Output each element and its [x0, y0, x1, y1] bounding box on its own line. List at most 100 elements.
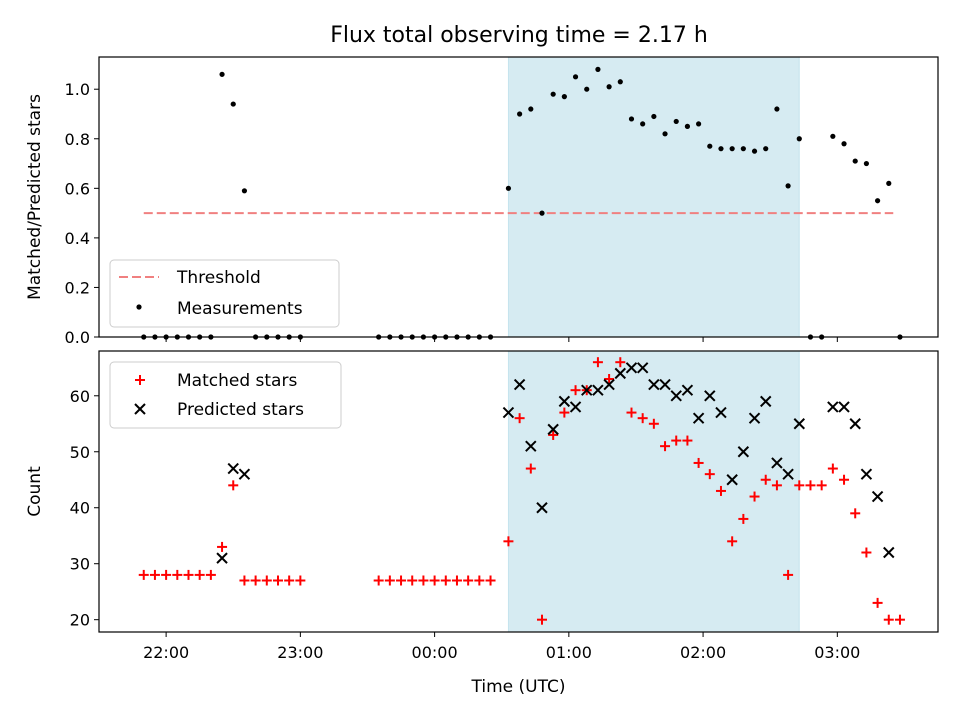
data-point [216, 552, 228, 564]
data-point [550, 91, 556, 97]
legend-predicted-swatch-b [134, 403, 146, 415]
data-point [760, 474, 771, 485]
data-point [760, 395, 772, 408]
x-b [715, 406, 727, 419]
x-b [871, 490, 884, 503]
x-axis-label: Time (UTC) [471, 677, 566, 697]
highlight-band [507, 56, 800, 338]
data-point [794, 480, 805, 491]
data-point [839, 474, 850, 485]
x-b [670, 390, 682, 402]
data-point [230, 101, 236, 107]
y-axis-label: Matched/Predicted stars [25, 94, 45, 300]
data-point [503, 536, 514, 547]
y-tick-label: 30 [70, 555, 90, 574]
data-point [505, 185, 512, 191]
x-b [659, 378, 671, 391]
data-point [782, 468, 794, 480]
data-point [670, 390, 682, 402]
data-point [569, 401, 582, 413]
data-point [704, 390, 716, 402]
data-point [662, 131, 668, 137]
series-predicted-stars [216, 362, 895, 564]
y-tick-label: 20 [70, 611, 90, 630]
x-b [704, 390, 716, 402]
x-b [558, 395, 571, 408]
data-point [860, 468, 873, 480]
data-point [748, 412, 761, 424]
data-point [384, 575, 395, 586]
data-point [548, 429, 559, 440]
data-point [614, 367, 627, 380]
data-point [584, 86, 590, 92]
data-point [592, 384, 604, 396]
data-point [451, 575, 462, 586]
data-point [886, 180, 892, 186]
data-point [830, 133, 836, 139]
x-b [525, 440, 537, 452]
data-point [183, 569, 194, 580]
data-point [693, 457, 704, 468]
data-point [238, 468, 251, 480]
data-point [558, 395, 571, 408]
data-point [682, 435, 693, 446]
highlight-band [507, 350, 800, 633]
data-point [517, 111, 523, 117]
data-point [161, 569, 172, 580]
data-point [241, 188, 248, 194]
data-point [681, 384, 694, 396]
y-tick-label: 0.8 [65, 130, 90, 149]
data-point [592, 357, 603, 368]
data-point [740, 146, 746, 152]
ratio-panel: 0.0 0.2 0.4 0.6 0.8 1.0 Matched/Predicted star… [25, 56, 939, 347]
data-point [407, 575, 418, 586]
data-point [883, 614, 894, 625]
data-point [219, 71, 225, 77]
x-b [603, 378, 615, 391]
data-point [373, 575, 384, 586]
data-point [239, 575, 250, 586]
y-tick-label: 0.4 [65, 229, 90, 248]
x-tick-label: 03:00 [814, 643, 860, 662]
data-point [295, 575, 306, 586]
data-point [651, 113, 657, 120]
data-point [796, 136, 802, 142]
data-point [636, 362, 649, 374]
data-point [396, 575, 407, 586]
data-point [816, 480, 827, 491]
y-tick-label: 0.2 [65, 278, 90, 297]
x-b [502, 406, 515, 419]
data-point [502, 406, 515, 419]
x-b [513, 378, 526, 391]
data-point [883, 546, 895, 559]
data-point [513, 378, 526, 391]
data-point [205, 569, 216, 580]
data-point [474, 575, 485, 586]
data-point [528, 106, 534, 112]
data-point [738, 513, 749, 524]
x-b [681, 384, 694, 396]
x-b [771, 457, 783, 469]
legend-matched-label: Matched stars [177, 371, 297, 391]
legend-predicted-label: Predicted stars [177, 400, 304, 420]
data-point [172, 569, 183, 580]
data-point [805, 480, 816, 491]
data-point [463, 575, 474, 586]
data-point [227, 462, 239, 475]
x-b [726, 474, 738, 486]
data-point [418, 575, 429, 586]
legend-measurements-label: Measurements [177, 299, 303, 319]
data-point [763, 146, 769, 152]
data-point [749, 491, 760, 502]
data-point [771, 457, 783, 469]
x-b [692, 412, 705, 424]
x-b [827, 401, 839, 413]
data-point [861, 547, 872, 558]
data-point [852, 158, 858, 164]
data-point [640, 121, 646, 127]
data-point [692, 412, 705, 424]
count-panel: 20 30 40 50 60 22:00 23:00 00:00 01:00 02:00 03:00… [25, 350, 939, 697]
x-b [782, 468, 794, 480]
data-point [228, 480, 239, 491]
x-b [883, 546, 895, 559]
